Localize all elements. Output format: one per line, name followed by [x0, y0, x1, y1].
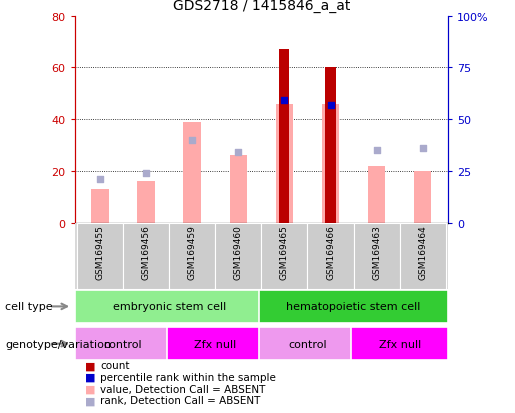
Text: Zfx null: Zfx null	[379, 339, 421, 349]
Text: count: count	[100, 361, 130, 370]
Bar	[414, 171, 432, 223]
Bar	[91, 190, 109, 223]
Bar	[276, 104, 293, 223]
Text: GSM169455: GSM169455	[95, 225, 105, 280]
Bar	[167, 328, 264, 360]
Bar	[138, 182, 155, 223]
Text: GSM169465: GSM169465	[280, 225, 289, 280]
Point	[188, 137, 196, 144]
Bar	[322, 104, 339, 223]
Bar	[368, 166, 385, 223]
Text: ■: ■	[85, 361, 95, 370]
Bar	[75, 290, 264, 323]
Text: percentile rank within the sample: percentile rank within the sample	[100, 372, 277, 382]
Bar	[351, 328, 448, 360]
Point	[234, 150, 243, 156]
Bar	[259, 290, 448, 323]
Point	[419, 145, 427, 152]
Bar	[75, 328, 171, 360]
Title: GDS2718 / 1415846_a_at: GDS2718 / 1415846_a_at	[173, 0, 350, 13]
Text: control: control	[288, 339, 327, 349]
Text: ■: ■	[85, 384, 95, 394]
Text: GSM169466: GSM169466	[326, 225, 335, 280]
Bar	[259, 328, 356, 360]
Bar	[169, 223, 215, 289]
Bar	[77, 223, 123, 289]
Bar	[279, 50, 289, 223]
Text: Zfx null: Zfx null	[194, 339, 236, 349]
Point	[280, 98, 288, 104]
Point	[96, 176, 104, 183]
Text: ■: ■	[85, 395, 95, 405]
Bar	[123, 223, 169, 289]
Bar	[261, 223, 307, 289]
Text: rank, Detection Call = ABSENT: rank, Detection Call = ABSENT	[100, 395, 261, 405]
Point	[372, 147, 381, 154]
Text: GSM169463: GSM169463	[372, 225, 381, 280]
Text: hematopoietic stem cell: hematopoietic stem cell	[286, 301, 421, 312]
Text: embryonic stem cell: embryonic stem cell	[113, 301, 226, 312]
Text: value, Detection Call = ABSENT: value, Detection Call = ABSENT	[100, 384, 266, 394]
Text: GSM169464: GSM169464	[418, 225, 427, 280]
Bar	[354, 223, 400, 289]
Text: cell type: cell type	[5, 301, 53, 312]
Text: GSM169456: GSM169456	[142, 225, 150, 280]
Bar	[325, 68, 336, 223]
Point	[142, 170, 150, 177]
Point	[327, 102, 335, 109]
Bar	[230, 156, 247, 223]
Text: ■: ■	[85, 372, 95, 382]
Bar	[215, 223, 261, 289]
Bar	[183, 122, 201, 223]
Bar	[400, 223, 446, 289]
Text: control: control	[104, 339, 142, 349]
Text: genotype/variation: genotype/variation	[5, 339, 111, 349]
Text: GSM169459: GSM169459	[188, 225, 197, 280]
Bar	[307, 223, 354, 289]
Text: GSM169460: GSM169460	[234, 225, 243, 280]
